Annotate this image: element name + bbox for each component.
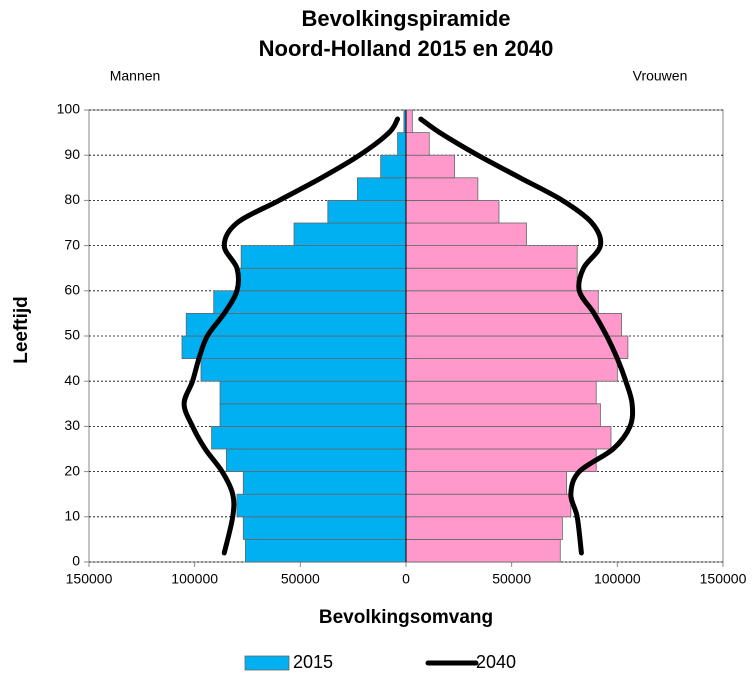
bar [405, 403, 601, 427]
bar [405, 448, 597, 473]
bar [236, 493, 407, 518]
bar [397, 132, 407, 156]
x-axis-title: Bevolkingsomvang [319, 607, 493, 628]
bar [405, 312, 622, 337]
bar [242, 471, 407, 495]
bar [405, 154, 456, 179]
bar [405, 199, 500, 224]
y-tick-label: 80 [64, 191, 80, 207]
y-tick-label: 50 [64, 327, 80, 343]
bar [405, 177, 479, 201]
y-tick-label: 20 [64, 462, 80, 478]
y-tick-label: 100 [57, 101, 81, 117]
y-tick-label: 40 [64, 372, 80, 388]
x-tick-label: 50000 [492, 571, 531, 587]
bar [405, 493, 572, 518]
x-tick-label: 150000 [66, 571, 113, 587]
y-tick-label: 0 [72, 553, 80, 569]
bar [200, 358, 407, 382]
line [181, 116, 401, 556]
y-tick-label: 10 [64, 508, 80, 524]
bar [356, 177, 407, 201]
line [418, 116, 636, 556]
bar [240, 245, 407, 269]
bar [219, 380, 407, 405]
bar [405, 267, 578, 292]
bar [405, 290, 599, 314]
x-tick-label: 50000 [281, 571, 320, 587]
bar [236, 267, 407, 292]
x-tick-label: 100000 [594, 571, 641, 587]
bar [405, 380, 597, 405]
x-tick-label: 100000 [171, 571, 218, 587]
bar [405, 335, 629, 360]
bar [213, 290, 407, 314]
x-tick-label: 0 [402, 571, 410, 587]
bar [225, 448, 407, 473]
x-tick-label: 150000 [700, 571, 747, 587]
y-tick-label: 30 [64, 417, 80, 433]
bar [405, 222, 527, 247]
bar [327, 199, 407, 224]
bar [242, 516, 407, 540]
bar [405, 245, 578, 269]
bar [211, 425, 407, 450]
legend-label: 2015 [293, 652, 333, 672]
bar [181, 335, 407, 360]
bar [405, 132, 430, 156]
y-tick-label: 90 [64, 146, 80, 162]
bar [244, 539, 407, 563]
legend-label: 2040 [476, 652, 516, 672]
bar [380, 154, 407, 179]
right-label: Vrouwen [633, 68, 688, 84]
bar [405, 109, 413, 134]
bar [405, 539, 561, 563]
bar [405, 471, 568, 495]
left-label: Mannen [110, 68, 161, 84]
chart-subtitle: Noord-Holland 2015 en 2040 [259, 36, 554, 61]
bar [293, 222, 407, 247]
y-tick-label: 60 [64, 282, 80, 298]
bar [219, 403, 407, 427]
bar [405, 358, 618, 382]
chart-title: Bevolkingspiramide [301, 6, 510, 31]
y-axis-title: Leeftijd [11, 296, 32, 364]
bar [405, 516, 563, 540]
y-tick-label: 70 [64, 236, 80, 252]
bar [405, 425, 612, 450]
legend-swatch [244, 655, 290, 671]
